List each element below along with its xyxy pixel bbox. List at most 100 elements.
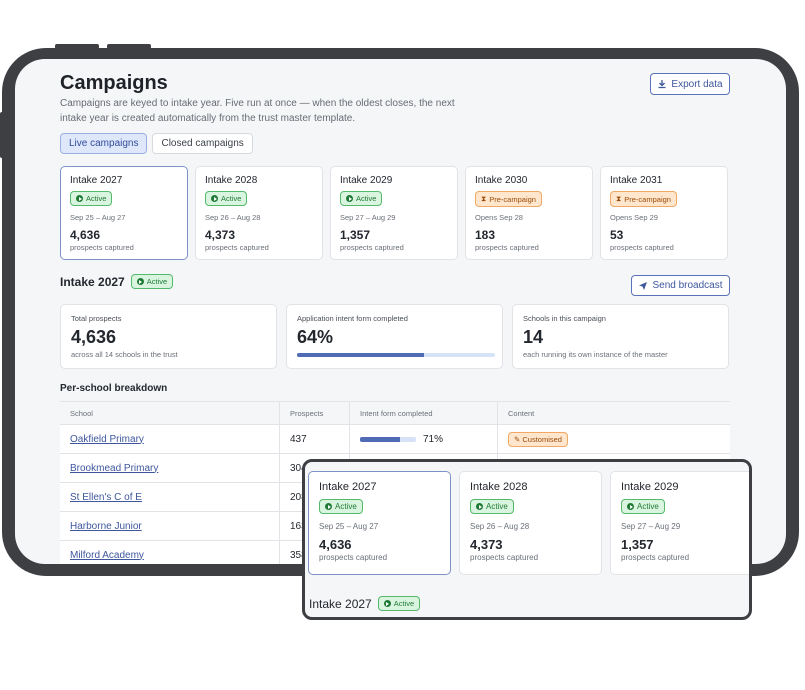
breakdown-title: Per-school breakdown [60,383,168,394]
stat-label: Schools in this campaign [523,314,606,323]
zoom-campaign-cards: Intake 2027 Active Sep 25 – Aug 27 4,636… [308,471,749,575]
campaign-card-2028[interactable]: Intake 2028 Active Sep 26 – Aug 28 4,373… [195,166,323,260]
stat-sub: across all 14 schools in the trust [71,350,178,359]
status-badge: Active [340,191,383,206]
status-badge: Active [70,191,113,206]
hourglass-icon: ⧗ [481,194,487,203]
status-label: Active [356,194,377,203]
column-header[interactable]: School [60,402,280,424]
card-title: Intake 2027 [319,481,377,493]
page-description: Campaigns are keyed to intake year. Five… [60,98,455,124]
customised-badge: ✎ Customised [508,431,568,447]
status-label: Active [393,599,415,608]
school-cell: Oakfield Primary [60,425,280,453]
school-cell: Milford Academy [60,541,280,564]
status-label: Active [486,502,508,511]
school-link[interactable]: Harborne Junior [70,520,142,532]
card-dates: Sep 25 – Aug 27 [319,522,379,531]
status-badge: Active [470,499,514,514]
card-count-label: prospects captured [340,243,404,252]
card-count: 4,373 [205,228,236,242]
card-count-label: prospects captured [475,243,539,252]
table-header-row: School Prospects Intent form completed C… [60,402,730,425]
status-label: Active [335,502,357,511]
progress-fill [297,353,424,357]
send-broadcast-label: Send broadcast [652,280,723,291]
tab-closed-campaigns[interactable]: Closed campaigns [152,133,253,154]
status-badge: Active [205,191,248,206]
intent-mini-bar [360,436,416,442]
campaign-card-2031[interactable]: Intake 2031 ⧗ Pre-campaign Opens Sep 29 5… [600,166,728,260]
device-button [107,44,151,49]
zoom-callout: Intake 2027 Active Sep 25 – Aug 27 4,636… [302,459,752,620]
card-count-label: prospects captured [470,553,539,562]
status-badge: Active [130,274,174,289]
stat-total-prospects: Total prospects 4,636 across all 14 scho… [60,304,277,369]
play-icon [325,503,332,510]
card-count: 4,636 [319,537,352,552]
card-count-label: prospects captured [610,243,674,252]
card-count-label: prospects captured [319,553,388,562]
play-icon [383,600,391,607]
card-dates: Sep 27 – Aug 29 [621,522,681,531]
play-icon [211,195,218,202]
export-data-button[interactable]: Export data [650,73,730,95]
school-link[interactable]: Milford Academy [70,549,144,561]
pencil-icon: ✎ [514,434,523,444]
column-header[interactable]: Content [508,408,535,418]
card-dates: Sep 25 – Aug 27 [70,213,126,222]
zoom-campaign-card-2028[interactable]: Intake 2028 Active Sep 26 – Aug 28 4,373… [459,471,602,575]
card-dates: Sep 26 – Aug 28 [205,213,261,222]
status-badge: Active [621,499,665,514]
card-dates: Opens Sep 29 [610,213,658,222]
card-title: Intake 2030 [475,175,528,186]
card-title: Intake 2028 [205,175,258,186]
detail-header: Intake 2027 Active [60,274,174,289]
card-count-label: prospects captured [621,553,690,562]
status-label: Active [86,194,107,203]
column-header[interactable]: Intent form completed [350,402,498,424]
column-header[interactable]: Prospects [280,402,350,424]
status-badge: Active [319,499,363,514]
mini-bar-fill [360,436,400,442]
status-badge: ⧗ Pre-campaign [610,191,677,207]
stat-value: 64% [297,327,334,347]
send-broadcast-button[interactable]: Send broadcast [631,275,730,296]
school-link[interactable]: Brookmead Primary [70,462,159,474]
stat-schools: Schools in this campaign 14 each running… [512,304,729,369]
school-cell: Harborne Junior [60,512,280,540]
stat-label: Total prospects [71,314,122,323]
card-count: 4,636 [70,228,101,242]
card-dates: Sep 27 – Aug 29 [340,213,396,222]
table-row: Oakfield Primary 437 71% ✎ Customised [60,425,730,454]
card-count: 183 [475,228,496,242]
hourglass-icon: ⧗ [616,194,622,203]
zoom-campaign-card-2027[interactable]: Intake 2027 Active Sep 25 – Aug 27 4,636… [308,471,451,575]
play-icon [76,195,83,202]
content-label: Customised [522,434,562,444]
school-link[interactable]: St Ellen's C of E [70,491,142,503]
card-count: 53 [610,228,624,242]
content-cell: ✎ Customised [498,425,730,453]
card-title: Intake 2029 [340,175,393,186]
card-title: Intake 2031 [610,175,663,186]
card-count: 1,357 [340,228,371,242]
play-icon [136,278,144,285]
card-count: 4,373 [470,537,503,552]
detail-title: Intake 2027 [60,274,125,289]
campaign-card-2027[interactable]: Intake 2027 Active Sep 25 – Aug 27 4,636… [60,166,188,260]
card-title: Intake 2027 [70,175,123,186]
campaign-card-2030[interactable]: Intake 2030 ⧗ Pre-campaign Opens Sep 28 1… [465,166,593,260]
play-icon [346,195,353,202]
zoom-campaign-card-2029[interactable]: Intake 2029 Active Sep 27 – Aug 29 1,357… [610,471,749,575]
stats-row: Total prospects 4,636 across all 14 scho… [60,304,729,369]
school-link[interactable]: Oakfield Primary [70,433,144,445]
school-cell: St Ellen's C of E [60,483,280,511]
tab-live-campaigns[interactable]: Live campaigns [60,133,148,154]
status-label: Pre-campaign [489,194,536,204]
card-dates: Opens Sep 28 [475,213,523,222]
intent-value: 71% [423,433,444,445]
play-icon [627,503,634,510]
intent-progress-bar [297,353,495,357]
campaign-card-2029[interactable]: Intake 2029 Active Sep 27 – Aug 29 1,357… [330,166,458,260]
